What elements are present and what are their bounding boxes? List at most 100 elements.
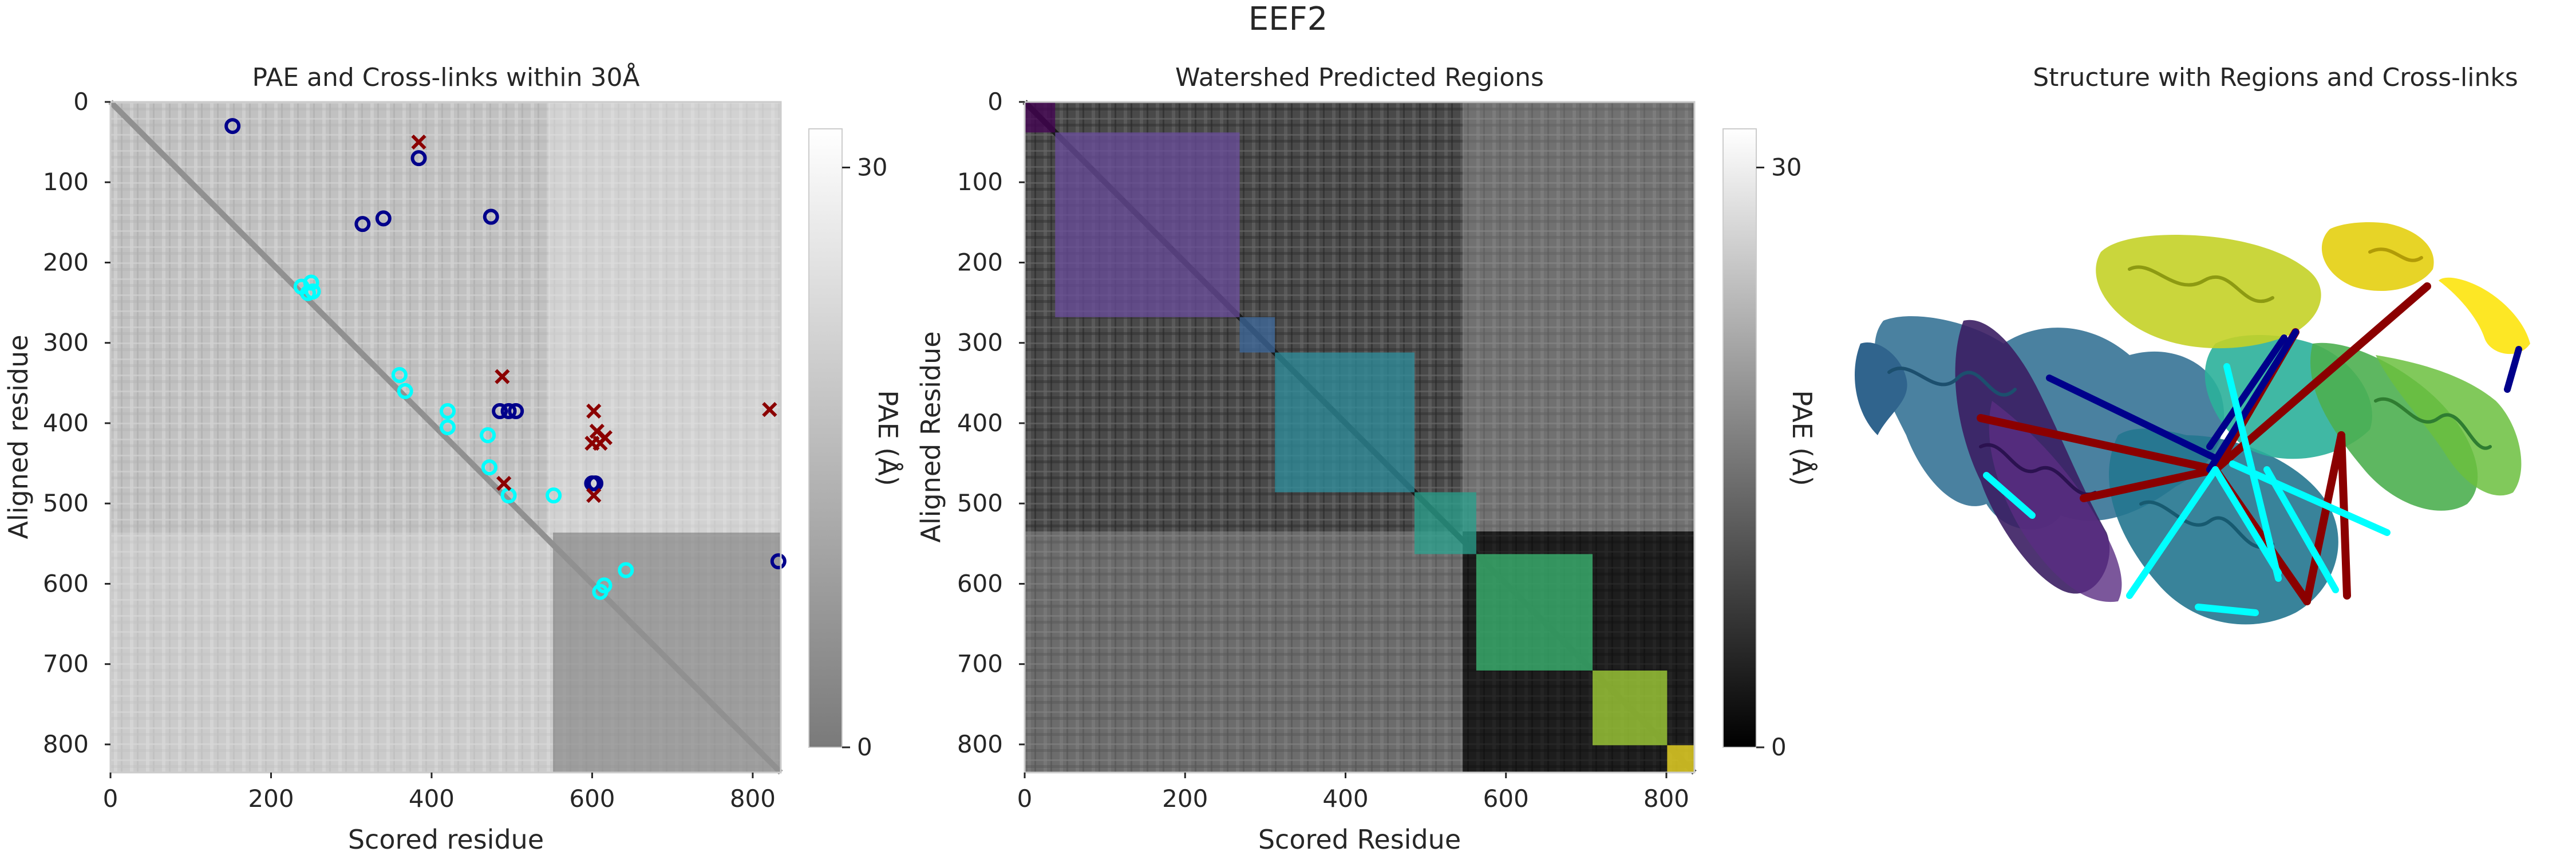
crosslink-point-x: [496, 476, 512, 491]
x-marker-stroke: [496, 476, 512, 491]
y-tick-label: 300: [43, 329, 89, 357]
y-tick-label: 0: [987, 88, 1003, 116]
y-tick-label: 400: [43, 409, 89, 437]
x-marker-stroke: [586, 488, 602, 503]
colorbar-tick-label: 0: [857, 733, 872, 761]
crosslink-point: [440, 419, 456, 435]
colorbar2: [1722, 128, 1757, 748]
x-tick-label: 400: [409, 785, 455, 813]
colorbar-tick-label: 30: [1771, 153, 1801, 182]
crosslink-point: [618, 562, 634, 578]
pae-region-block: [1025, 531, 1463, 773]
crosslink-point: [391, 367, 408, 383]
structure-panel: Structure with Regions and Cross-links: [1855, 63, 2530, 625]
figure-title: EEF2: [1249, 1, 1328, 38]
watershed-region: [1025, 102, 1056, 133]
y-tick-label: 200: [43, 248, 89, 276]
protein-structure-image: [1855, 222, 2530, 625]
crosslink-point-x: [586, 403, 602, 419]
y-tick-label: 500: [957, 489, 1003, 517]
x-marker-stroke: [597, 430, 613, 446]
crosslink-point: [440, 403, 456, 419]
crosslink-point: [481, 459, 497, 476]
crosslink-point: [397, 383, 413, 399]
y-tick-label: 700: [43, 650, 89, 678]
watershed-region: [1667, 745, 1694, 773]
crosslink-point-x: [495, 369, 510, 384]
panel1-xlabel: Scored residue: [348, 824, 544, 855]
y-tick-label: 800: [43, 730, 89, 758]
colorbar1: [808, 128, 843, 748]
pae-heatmap: [108, 100, 783, 775]
pae-crosslinks-panel: PAE and Cross-links within 30Å 0 200 400 60…: [3, 62, 903, 855]
x-tick-label: 0: [1017, 785, 1033, 813]
y-tick-label: 500: [43, 489, 89, 517]
watershed-region: [1476, 554, 1593, 671]
crosslink-point: [770, 553, 787, 570]
x-tick-label: 200: [1162, 785, 1208, 813]
crosslink-point: [508, 403, 524, 419]
pae-region-block: [110, 533, 553, 773]
y-tick-label: 0: [73, 88, 89, 116]
crosslink-point: [500, 403, 517, 419]
x-tick-label: 800: [730, 785, 776, 813]
pae-diagonal: [108, 100, 783, 775]
panel3-title: Structure with Regions and Cross-links: [2033, 63, 2518, 92]
x-tick-label: 600: [1483, 785, 1529, 813]
y-tick-label: 100: [957, 168, 1003, 196]
crosslink-lines: [1977, 282, 2522, 616]
crosslink-point: [224, 118, 241, 135]
panel2-frame: [1024, 101, 1696, 774]
crosslink-point: [410, 150, 427, 167]
y-tick-label: 100: [43, 168, 89, 196]
y-tick-label: 200: [957, 248, 1003, 276]
y-tick-label: 700: [957, 650, 1003, 678]
crosslink-point: [305, 283, 321, 300]
crosslink-point: [354, 216, 371, 233]
crosslink-point: [492, 403, 508, 419]
crosslink-point: [587, 475, 604, 492]
panel1-title: PAE and Cross-links within 30Å: [252, 62, 639, 92]
watershed-region: [1055, 132, 1240, 317]
x-tick-label: 800: [1643, 785, 1689, 813]
watershed-region: [1414, 492, 1476, 554]
colorbar-tick-label: 0: [1771, 733, 1787, 761]
x-marker-stroke: [411, 134, 426, 150]
x-tick-label: 600: [569, 785, 615, 813]
crosslink-point: [480, 427, 496, 443]
colorbar-tick-label: 30: [857, 153, 887, 182]
y-tick-label: 400: [957, 409, 1003, 437]
y-tick-label: 600: [957, 569, 1003, 597]
x-tick-label: 400: [1322, 785, 1368, 813]
crosslink-point: [303, 274, 319, 291]
x-tick-label: 0: [103, 785, 118, 813]
panel2-title: Watershed Predicted Regions: [1175, 63, 1544, 92]
y-tick-label: 300: [957, 329, 1003, 357]
colorbar2-label: PAE (Å): [1787, 390, 1818, 486]
pae-region-block: [548, 102, 781, 533]
crosslink-point-x: [762, 401, 777, 417]
panel2-xlabel: Scored Residue: [1258, 824, 1461, 855]
crosslink-point-x: [411, 134, 426, 150]
pae-region-block: [1463, 102, 1694, 531]
x-marker-stroke: [495, 369, 510, 384]
panel1-ylabel: Aligned residue: [3, 334, 34, 539]
y-tick-label: 600: [43, 569, 89, 597]
x-marker-stroke: [586, 403, 602, 419]
crosslink-point: [483, 208, 499, 225]
panel2-ylabel: Aligned Residue: [915, 331, 946, 542]
y-tick-label: 800: [957, 730, 1003, 758]
crosslink-point-x: [586, 488, 602, 503]
watershed-panel: Watershed Predicted Regions 0 200 400 600 80…: [915, 63, 1818, 855]
x-marker-stroke: [762, 401, 777, 417]
colorbar1-label: PAE (Å): [872, 390, 903, 486]
x-marker-stroke: [589, 423, 605, 439]
x-tick-label: 200: [248, 785, 294, 813]
watershed-region: [1239, 317, 1275, 353]
crosslink-point: [596, 577, 613, 594]
crosslink-point-x: [597, 430, 613, 446]
panel1-frame: [109, 101, 782, 774]
watershed-region: [1593, 670, 1668, 746]
crosslink-point: [546, 487, 562, 504]
